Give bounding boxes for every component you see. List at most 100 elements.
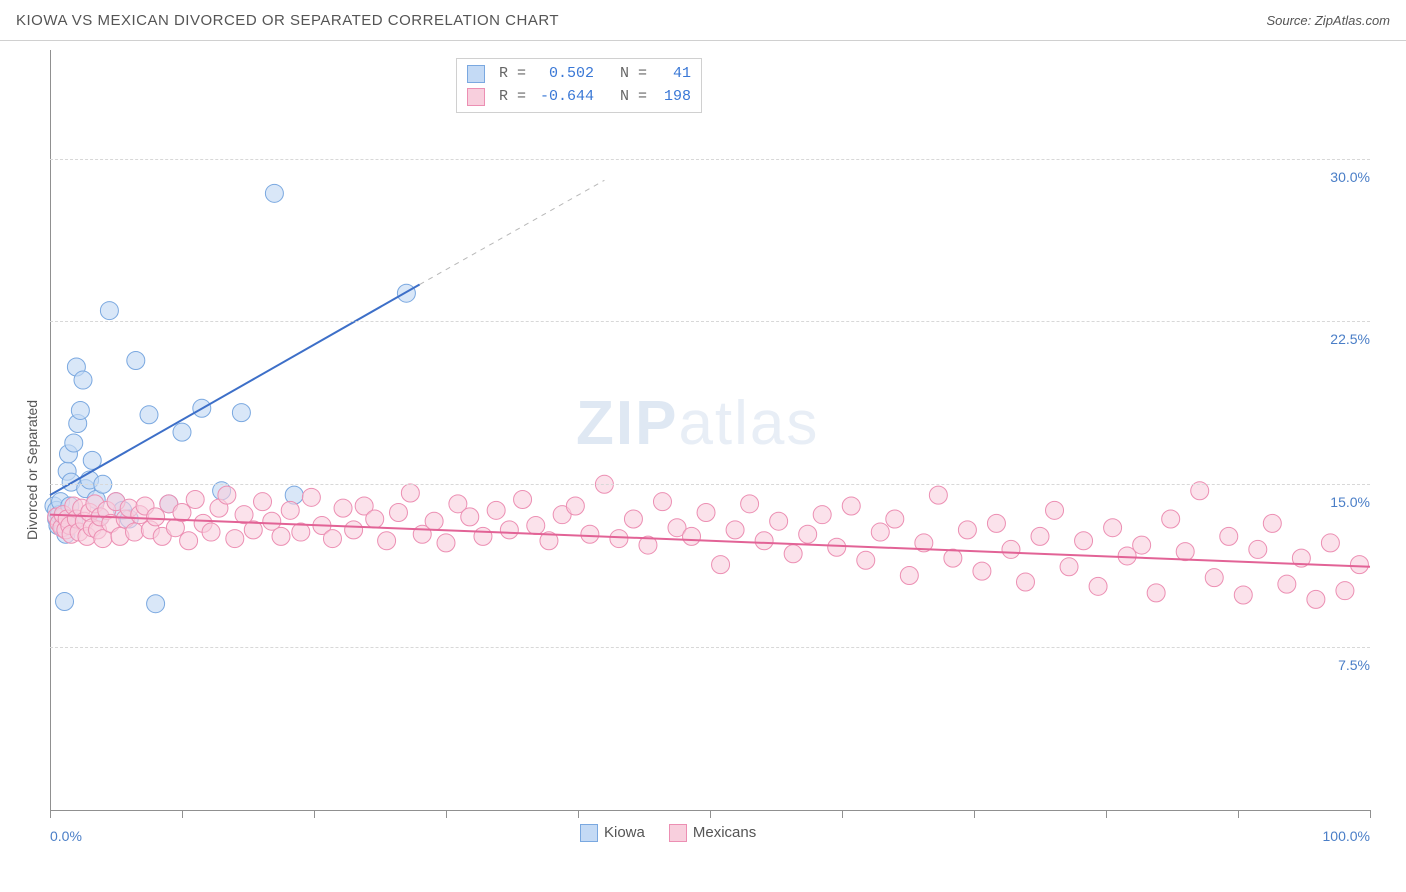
scatter-point [1263,514,1281,532]
scatter-point [900,566,918,584]
scatter-point [147,508,165,526]
scatter-point [514,490,532,508]
scatter-point [1234,586,1252,604]
scatter-point [726,521,744,539]
scatter-point [566,497,584,515]
scatter-point [755,532,773,550]
x-min-label: 0.0% [50,828,82,844]
scatter-point [323,530,341,548]
scatter-point [527,517,545,535]
scatter-point [1278,575,1296,593]
scatter-point [218,486,236,504]
scatter-point [345,521,363,539]
x-tick [1106,810,1107,818]
scatter-point [302,488,320,506]
chart-container: KIOWA VS MEXICAN DIVORCED OR SEPARATED C… [0,0,1406,892]
scatter-point [1031,527,1049,545]
scatter-point [226,530,244,548]
scatter-point [140,406,158,424]
scatter-point [871,523,889,541]
scatter-point [944,549,962,567]
scatter-point [973,562,991,580]
scatter-point [784,545,802,563]
x-tick [50,810,51,818]
x-tick [974,810,975,818]
scatter-point [272,527,290,545]
scatter-point [461,508,479,526]
x-tick [710,810,711,818]
scatter-point [886,510,904,528]
scatter-point [857,551,875,569]
scatter-point [100,302,118,320]
scatter-point [1075,532,1093,550]
scatter-point [581,525,599,543]
x-tick [578,810,579,818]
scatter-point [265,184,283,202]
scatter-point [401,484,419,502]
x-max-label: 100.0% [1323,828,1370,844]
scatter-point [958,521,976,539]
scatter-point [425,512,443,530]
scatter-point [828,538,846,556]
scatter-point [1060,558,1078,576]
scatter-point [1104,519,1122,537]
scatter-point [1336,582,1354,600]
scatter-point [1176,543,1194,561]
scatter-point [799,525,817,543]
x-tick [314,810,315,818]
scatter-point [813,506,831,524]
scatter-point [437,534,455,552]
scatter-point [624,510,642,528]
scatter-point [929,486,947,504]
scatter-point [74,371,92,389]
scatter-point [770,512,788,530]
scatter-point [712,556,730,574]
scatter-point [173,423,191,441]
scatter-point [378,532,396,550]
scatter-point [842,497,860,515]
y-tick-label: 30.0% [1330,169,1370,185]
scatter-point [1249,540,1267,558]
scatter-point [71,401,89,419]
scatter-point [500,521,518,539]
x-tick [1370,810,1371,818]
scatter-point [65,434,83,452]
scatter-point [683,527,701,545]
scatter-point [1307,590,1325,608]
scatter-point [397,284,415,302]
scatter-point [147,595,165,613]
scatter-point [334,499,352,517]
scatter-point [474,527,492,545]
scatter-point [987,514,1005,532]
scatter-point [202,523,220,541]
scatter-point [1205,569,1223,587]
scatter-point [1350,556,1368,574]
scatter-point [1002,540,1020,558]
scatter-point [127,352,145,370]
gridline [50,647,1370,648]
scatter-point [389,504,407,522]
scatter-point [281,501,299,519]
scatter-point [487,501,505,519]
x-tick [446,810,447,818]
scatter-point [56,593,74,611]
y-tick-label: 15.0% [1330,494,1370,510]
y-tick-label: 22.5% [1330,331,1370,347]
scatter-point [610,530,628,548]
scatter-point [180,532,198,550]
scatter-point [741,495,759,513]
gridline [50,321,1370,322]
scatter-point [125,523,143,541]
x-tick [182,810,183,818]
scatter-point [1133,536,1151,554]
svg-layer [0,0,1406,892]
scatter-point [1220,527,1238,545]
scatter-point [186,490,204,508]
x-tick [1238,810,1239,818]
x-tick [842,810,843,818]
scatter-point [1046,501,1064,519]
scatter-point [1147,584,1165,602]
scatter-point [697,504,715,522]
scatter-point [1089,577,1107,595]
gridline [50,159,1370,160]
